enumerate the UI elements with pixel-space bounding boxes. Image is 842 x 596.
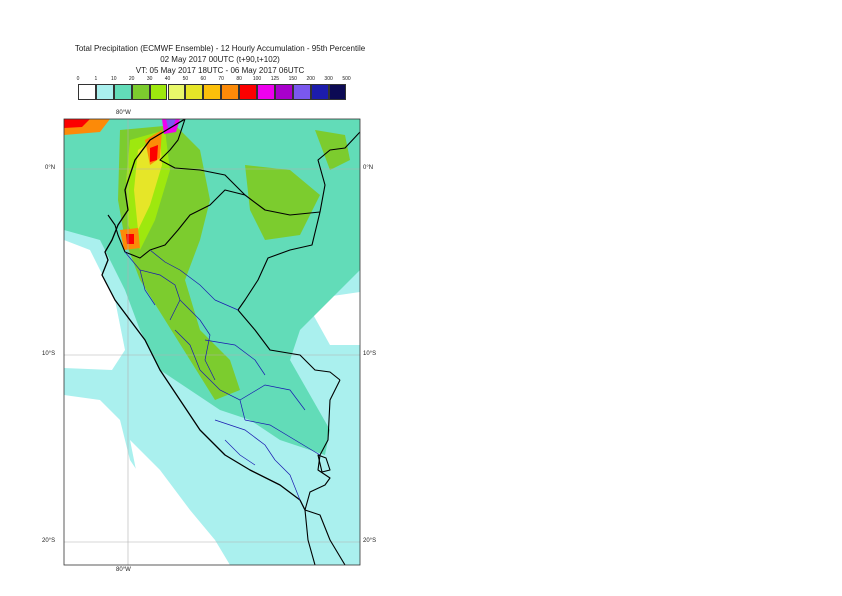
colorbar-label: 200: [306, 76, 315, 82]
colorbar-swatch: [328, 84, 347, 100]
map-frame: [63, 118, 361, 566]
ecuador-peru-border: [107, 189, 246, 259]
precip-patch-north: [245, 165, 320, 240]
colorbar-swatch: [292, 84, 311, 100]
colorbar-label: 10: [111, 76, 117, 82]
precip-band-northwest-core: [64, 119, 90, 128]
colorbar-label: 50: [182, 76, 189, 82]
colorbar-label: 0: [76, 76, 80, 82]
colorbar-label: 500: [342, 76, 351, 82]
title-line-1: Total Precipitation (ECMWF Ensemble) - 1…: [74, 44, 366, 53]
title-line-2: 02 May 2017 00UTC (t+90,t+102): [160, 55, 280, 64]
precip-band-80-100-south: [126, 234, 134, 244]
lake-titicaca: [317, 454, 331, 473]
colorbar-swatch: [310, 84, 329, 100]
lon-label-top: 80°W: [116, 110, 131, 116]
lat-label-0-right: 0°N: [363, 165, 374, 171]
colorbar-swatch: [185, 84, 204, 100]
colorbar-swatch: [167, 84, 186, 100]
colorbar-label: 20: [128, 76, 135, 82]
dry-patch-south: [130, 440, 230, 565]
colorbar-swatch: [131, 84, 150, 100]
title-line-3: VT: 05 May 2017 18UTC - 06 May 2017 06UT…: [135, 66, 305, 75]
lat-label-10-left: 10°S: [42, 351, 56, 357]
colorbar-swatch: [203, 84, 222, 100]
colorbar-label: 30: [146, 76, 153, 82]
colorbar-label: 125: [270, 76, 280, 82]
colorbar-swatch: [78, 84, 96, 100]
colorbar-label: 1: [94, 76, 98, 82]
bolivia-chile-border: [304, 509, 346, 565]
lon-label-bottom: 80°W: [116, 567, 131, 573]
region-boundaries: [124, 249, 321, 501]
colorbar-label: 150: [288, 76, 297, 82]
colorbar-label: 300: [324, 76, 333, 82]
dry-patch: [64, 240, 125, 370]
colorbar-label: 70: [218, 76, 224, 82]
colorbar-label: 80: [236, 76, 242, 82]
gridlines: [64, 119, 360, 565]
precip-band-150-200: [166, 119, 176, 128]
precip-band-80-100: [150, 145, 158, 162]
colorbar-label: 40: [164, 76, 171, 82]
coastline: [101, 119, 306, 511]
colorbar-swatch: [257, 84, 275, 100]
lat-label-20-right: 20°S: [363, 538, 377, 544]
lat-label-0-left: 0°N: [45, 165, 56, 171]
colorbar-label: 60: [200, 76, 207, 82]
colorbar-swatch: [113, 84, 132, 100]
lat-label-20-left: 20°S: [42, 538, 56, 544]
colombia-brazil-border: [317, 131, 360, 213]
peru-bolivia-border: [304, 379, 341, 511]
colorbar-swatch: [239, 84, 257, 100]
lat-label-10-right: 10°S: [363, 351, 377, 357]
colorbar-swatch: [221, 84, 240, 100]
colombia-ecuador-border: [159, 119, 321, 216]
chile-border: [304, 509, 316, 565]
colorbar-swatch: [274, 84, 293, 100]
colorbar-swatch: [95, 84, 114, 100]
colorbar-label: 100: [252, 76, 262, 82]
colorbar-swatch: [149, 84, 168, 100]
